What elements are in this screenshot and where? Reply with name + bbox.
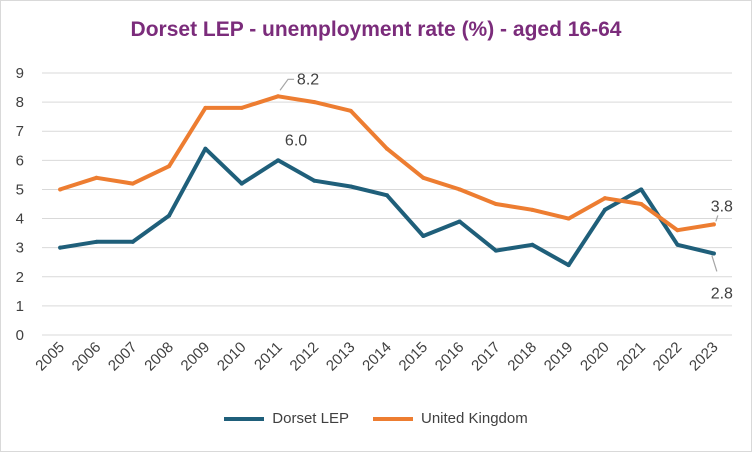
data-point xyxy=(675,242,680,247)
data-point xyxy=(566,263,571,268)
x-tick-label: 2011 xyxy=(251,339,286,374)
data-point xyxy=(493,248,498,253)
legend-item-uk: United Kingdom xyxy=(372,410,528,427)
data-point xyxy=(348,108,353,113)
data-point xyxy=(312,178,317,183)
y-tick-label: 8 xyxy=(16,94,24,111)
legend-swatch-uk xyxy=(372,416,413,421)
data-point xyxy=(58,187,63,192)
data-point xyxy=(276,94,281,99)
y-axis-tick-labels: 0 1 2 3 4 5 6 7 8 9 xyxy=(16,65,24,344)
leader-line xyxy=(279,78,295,91)
x-tick-label: 2008 xyxy=(141,339,177,375)
x-tick-label: 2016 xyxy=(432,339,468,375)
data-point xyxy=(239,181,244,186)
data-label: 2.8 xyxy=(711,285,733,302)
y-tick-label: 3 xyxy=(16,240,24,257)
y-tick-label: 0 xyxy=(16,327,24,344)
data-point xyxy=(94,175,99,180)
y-tick-label: 4 xyxy=(16,211,24,228)
x-tick-label: 2017 xyxy=(468,339,504,375)
x-tick-label: 2012 xyxy=(287,339,323,375)
x-tick-label: 2005 xyxy=(32,339,68,375)
data-point xyxy=(203,105,208,110)
data-point xyxy=(711,222,716,227)
x-axis-tick-labels: 2005 2006 2007 2008 2009 2010 2011 2012 2013 2014… xyxy=(32,339,721,375)
legend-item-dorset: Dorset LEP xyxy=(224,410,349,427)
data-point xyxy=(530,207,535,212)
x-tick-label: 2010 xyxy=(214,339,250,375)
series-lines xyxy=(58,94,716,268)
chart-title: Dorset LEP - unemployment rate (%) - age… xyxy=(130,18,622,41)
data-point xyxy=(130,239,135,244)
data-label: 6.0 xyxy=(285,132,307,149)
x-tick-label: 2014 xyxy=(359,339,395,375)
gridlines xyxy=(42,72,732,336)
y-tick-label: 1 xyxy=(16,298,24,315)
data-point xyxy=(276,158,281,163)
y-tick-label: 7 xyxy=(16,123,24,140)
legend: Dorset LEP United Kingdom xyxy=(0,410,752,427)
legend-swatch-dorset xyxy=(224,416,265,421)
legend-label-dorset: Dorset LEP xyxy=(272,410,349,427)
x-tick-label: 2009 xyxy=(178,339,214,375)
data-point xyxy=(711,251,716,256)
y-tick-label: 9 xyxy=(16,65,24,82)
x-tick-label: 2006 xyxy=(69,339,105,375)
data-point xyxy=(493,202,498,206)
x-tick-label: 2019 xyxy=(541,339,577,375)
data-point xyxy=(312,100,317,105)
x-tick-label: 2015 xyxy=(396,339,432,375)
x-tick-label: 2023 xyxy=(686,339,722,375)
data-point xyxy=(602,196,607,201)
series-line-uk xyxy=(58,94,716,233)
data-point xyxy=(348,184,353,189)
data-point xyxy=(457,187,462,192)
x-tick-label: 2007 xyxy=(105,339,141,375)
data-point xyxy=(167,164,172,169)
x-tick-label: 2018 xyxy=(504,339,540,375)
data-point xyxy=(421,234,426,239)
y-tick-label: 5 xyxy=(16,181,24,198)
y-tick-label: 2 xyxy=(16,269,24,286)
data-point xyxy=(675,228,680,233)
leader-line xyxy=(711,255,718,272)
x-tick-label: 2020 xyxy=(577,339,613,375)
data-point xyxy=(239,105,244,110)
data-point xyxy=(530,242,535,247)
data-point xyxy=(385,146,389,151)
x-tick-label: 2013 xyxy=(323,339,359,375)
data-label: 3.8 xyxy=(711,198,733,215)
data-label: 8.2 xyxy=(297,71,319,88)
leader-line xyxy=(715,215,719,222)
data-point xyxy=(94,239,99,244)
data-point xyxy=(566,216,571,221)
y-tick-label: 6 xyxy=(16,152,24,169)
x-tick-label: 2021 xyxy=(613,339,649,375)
data-point xyxy=(203,146,208,151)
data-point xyxy=(58,245,63,250)
data-point xyxy=(639,187,644,192)
data-point xyxy=(602,207,607,212)
data-point xyxy=(130,181,135,186)
data-point xyxy=(457,219,462,224)
data-labels: 8.2 6.0 3.8 2.8 xyxy=(279,71,733,302)
data-point xyxy=(385,193,389,198)
legend-label-uk: United Kingdom xyxy=(420,410,528,427)
data-point xyxy=(639,202,644,206)
data-point xyxy=(167,213,172,218)
data-point xyxy=(421,175,426,180)
x-tick-label: 2022 xyxy=(650,339,686,375)
